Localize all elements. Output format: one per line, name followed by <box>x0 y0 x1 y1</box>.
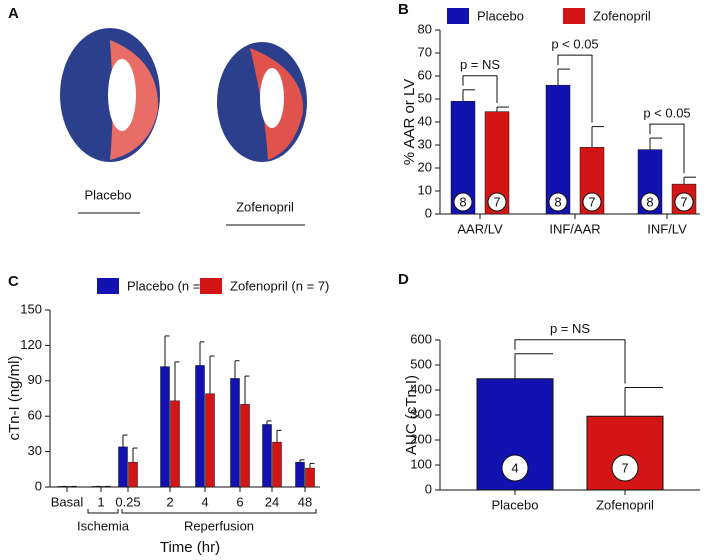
bar <box>295 461 305 488</box>
y-tick-label: 200 <box>410 431 432 446</box>
y-tick-label: 0 <box>425 481 432 496</box>
n-label: 7 <box>493 194 500 209</box>
bar <box>230 378 240 488</box>
panel-label: C <box>8 273 19 290</box>
legend-swatch <box>97 278 119 294</box>
image-caption: Placebo <box>85 187 132 202</box>
y-tick-label: 70 <box>418 44 432 59</box>
y-tick-label: 30 <box>418 136 432 151</box>
y-tick-label: 0 <box>425 205 432 220</box>
y-tick-label: 60 <box>418 67 432 82</box>
x-tick-label: 0.25 <box>115 494 140 509</box>
significance-bracket <box>514 339 626 384</box>
y-tick-label: 50 <box>418 90 432 105</box>
x-tick-label: 4 <box>201 494 208 509</box>
y-axis-label: AUC (cTn-I) <box>403 375 420 455</box>
panel-label: D <box>398 271 409 288</box>
n-label: 7 <box>680 194 687 209</box>
n-badge <box>611 454 639 482</box>
n-label: 7 <box>588 194 595 209</box>
bar <box>170 400 180 488</box>
legend-swatch <box>200 278 222 294</box>
bar <box>262 424 272 488</box>
y-tick-label: 100 <box>410 456 432 471</box>
heart-image <box>60 28 160 162</box>
y-axis-label: cTn-I (ng/ml) <box>6 355 23 440</box>
bar <box>305 467 315 488</box>
bar <box>160 366 170 488</box>
legend-label: Zofenopril <box>593 8 651 23</box>
significance-label: p < 0.05 <box>643 106 690 121</box>
x-tick-label: AAR/LV <box>457 221 503 236</box>
x-tick-label: 24 <box>265 494 279 509</box>
legend-label: Placebo <box>477 8 524 23</box>
group-bracket <box>87 509 119 514</box>
heart-image <box>217 42 307 162</box>
y-tick-label: 80 <box>418 21 432 36</box>
x-tick-label: 1 <box>97 494 104 509</box>
significance-label: p = NS <box>550 321 590 336</box>
y-tick-label: 120 <box>20 337 42 352</box>
significance-label: p < 0.05 <box>551 37 598 52</box>
n-badge <box>640 192 660 212</box>
bar <box>195 365 205 488</box>
y-tick-label: 30 <box>28 443 42 458</box>
n-label: 4 <box>511 460 518 475</box>
group-label: Ischemia <box>77 518 130 533</box>
bar <box>128 461 138 488</box>
y-tick-label: 600 <box>410 331 432 346</box>
x-tick-label: Basal <box>51 494 84 509</box>
legend-swatch <box>447 8 469 24</box>
bar <box>118 446 128 488</box>
y-tick-label: 150 <box>20 301 42 316</box>
n-badge <box>674 192 694 212</box>
x-tick-label: 6 <box>236 494 243 509</box>
panel-label: B <box>398 1 409 18</box>
n-label: 8 <box>459 194 466 209</box>
n-label: 8 <box>554 194 561 209</box>
significance-bracket <box>557 54 593 123</box>
y-tick-label: 90 <box>28 372 42 387</box>
x-tick-label: Zofenopril <box>596 497 654 512</box>
group-bracket <box>121 509 317 514</box>
significance-bracket <box>649 123 685 174</box>
significance-bracket <box>462 75 498 104</box>
y-tick-label: 10 <box>418 182 432 197</box>
y-tick-label: 20 <box>418 159 432 174</box>
image-caption: Zofenopril <box>236 199 294 214</box>
x-tick-label: 48 <box>298 494 312 509</box>
x-tick-label: 2 <box>166 494 173 509</box>
bar <box>272 441 282 488</box>
n-label: 8 <box>646 194 653 209</box>
y-tick-label: 400 <box>410 381 432 396</box>
y-tick-label: 0 <box>35 478 42 493</box>
n-label: 7 <box>621 460 628 475</box>
significance-label: p = NS <box>460 57 500 72</box>
y-axis-label: % AAR or LV <box>401 79 418 165</box>
n-badge <box>548 192 568 212</box>
x-tick-label: INF/LV <box>647 221 687 236</box>
x-tick-label: Placebo <box>492 497 539 512</box>
legend-label: Zofenopril (n = 7) <box>230 278 329 293</box>
legend-swatch <box>563 8 585 24</box>
y-tick-label: 60 <box>28 408 42 423</box>
bar <box>205 393 215 488</box>
n-badge <box>582 192 602 212</box>
n-badge <box>453 192 473 212</box>
x-axis-label: Time (hr) <box>160 539 220 556</box>
x-tick-label: INF/AAR <box>549 221 600 236</box>
n-badge <box>501 454 529 482</box>
n-badge <box>487 192 507 212</box>
y-tick-label: 40 <box>418 113 432 128</box>
panel-label: A <box>8 5 19 22</box>
legend-label: Placebo (n = 8) <box>127 278 216 293</box>
y-tick-label: 500 <box>410 356 432 371</box>
bar <box>240 404 250 488</box>
y-tick-label: 300 <box>410 406 432 421</box>
group-label: Reperfusion <box>184 518 254 533</box>
